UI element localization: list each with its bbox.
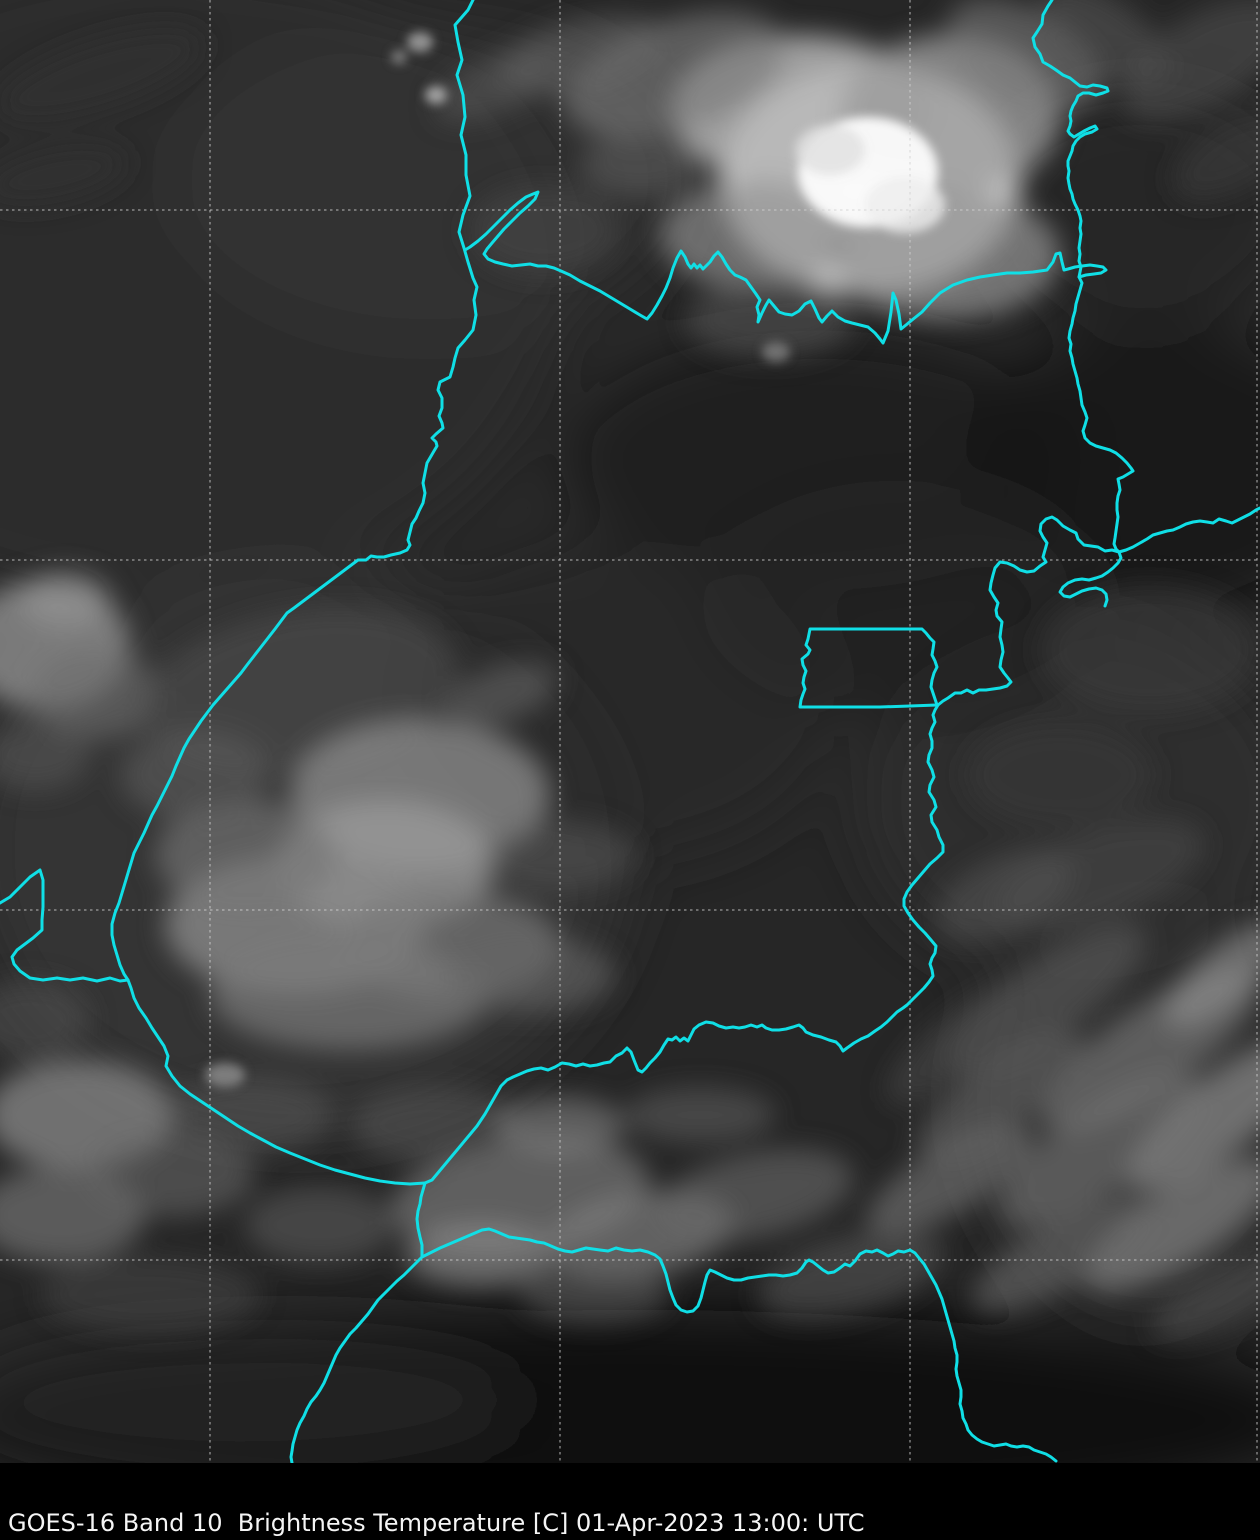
satellite-map-area: [0, 0, 1260, 1463]
cloud-blob: [0, 143, 129, 207]
satellite-scene-svg: [0, 0, 1260, 1463]
cloud-blob: [656, 1148, 854, 1242]
cloud-blob: [425, 86, 447, 104]
state-border-distrito-federal-rectangle: [798, 627, 939, 709]
cloud-blob: [0, 1330, 520, 1463]
cloud-blob: [965, 720, 1155, 830]
cloud-blob: [155, 800, 335, 910]
cloud-blob: [1171, 108, 1260, 202]
cloud-blob: [445, 937, 615, 1013]
cloud-blob: [120, 730, 270, 820]
cloud-blob: [205, 1063, 245, 1087]
state-border-east-south-border: [423, 515, 1121, 1185]
cloud-blob: [1040, 585, 1260, 715]
cloud-blob: [40, 1257, 260, 1333]
state-border-east-border-north: [1031, 0, 1135, 554]
state-border-north-border: [463, 190, 1108, 345]
cloud-blob: [625, 1087, 775, 1143]
cloud-blob: [971, 1197, 1149, 1313]
cloud-blob: [495, 1097, 625, 1153]
cloud-blob: [1126, 1038, 1260, 1192]
state-border-ne-diagonal-border: [1117, 506, 1260, 554]
cloud-blob: [20, 572, 110, 628]
state-border-se-border: [420, 1227, 1058, 1463]
cloud-blob: [0, 27, 206, 123]
cloud-blob: [580, 133, 700, 197]
latlon-gridlines: [0, 0, 1260, 1463]
cloud-blob: [391, 50, 407, 64]
state-borders-overlay: [0, 0, 1260, 1463]
cloud-blob: [1119, 0, 1260, 122]
cloud-blob: [795, 125, 865, 175]
state-border-junction-hook: [1058, 550, 1123, 608]
cloud-blob: [0, 980, 90, 1060]
cloud-blob: [866, 1124, 1034, 1236]
cloud-blob: [85, 1133, 255, 1217]
cloud-blob: [30, 650, 160, 740]
state-border-sw-border-to-bottom: [289, 1181, 427, 1463]
cloud-blob: [520, 1267, 670, 1323]
cloud-blob: [350, 1087, 520, 1163]
cloud-blob: [442, 661, 558, 729]
cloud-blob: [1152, 1251, 1260, 1339]
cloud-blob: [1084, 1158, 1260, 1292]
cloud-blob: [915, 1031, 1085, 1159]
cloud-blob: [935, 848, 1075, 942]
cloud-blob: [865, 177, 945, 233]
cloud-blob: [998, 1073, 1202, 1227]
cloud-blob: [407, 32, 433, 52]
state-border-west-border: [110, 0, 479, 1186]
cloud-blob: [485, 820, 635, 890]
caption-bar: GOES-16 Band 10 Brightness Temperature […: [0, 1463, 1260, 1540]
state-border-pennant-west-edge: [0, 868, 130, 983]
cloud-layer-small: [205, 32, 945, 1087]
cloud-blob: [887, 986, 1023, 1104]
cloud-blob: [762, 342, 790, 362]
cloud-blob: [165, 1077, 335, 1153]
cloud-blob: [210, 940, 490, 1050]
caption-text: GOES-16 Band 10 Brightness Temperature […: [8, 1509, 865, 1537]
cloud-blob: [1164, 922, 1260, 1028]
cloud-blob: [470, 185, 620, 275]
cloud-blob: [245, 1187, 395, 1263]
cloud-blob: [0, 720, 90, 790]
